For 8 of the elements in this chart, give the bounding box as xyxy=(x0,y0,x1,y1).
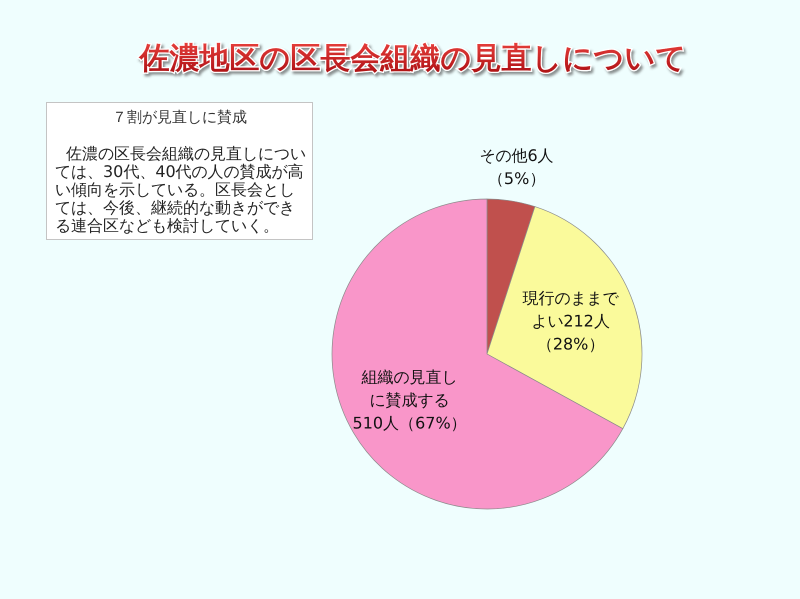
slice-label: 現行のままでよい212人 xyxy=(522,287,619,332)
slice-label: 組織の見直しに賛成する510人（67%） xyxy=(352,366,467,434)
slice-label: その他6人 xyxy=(480,145,554,168)
data-label: （28%） xyxy=(536,333,604,356)
chart-title: 佐濃地区の区長会組織の見直しについて xyxy=(138,41,686,76)
text: 佐濃の区長会組織の見直しについては、30代、40代の人の賛成が高い傾向を示している。区長会としては、今後、継続的な動きができる連合区なども検討していく。 xyxy=(55,144,307,235)
data-label: （5%） xyxy=(488,168,546,190)
text: ７割が見直しに賛成 xyxy=(111,108,248,126)
